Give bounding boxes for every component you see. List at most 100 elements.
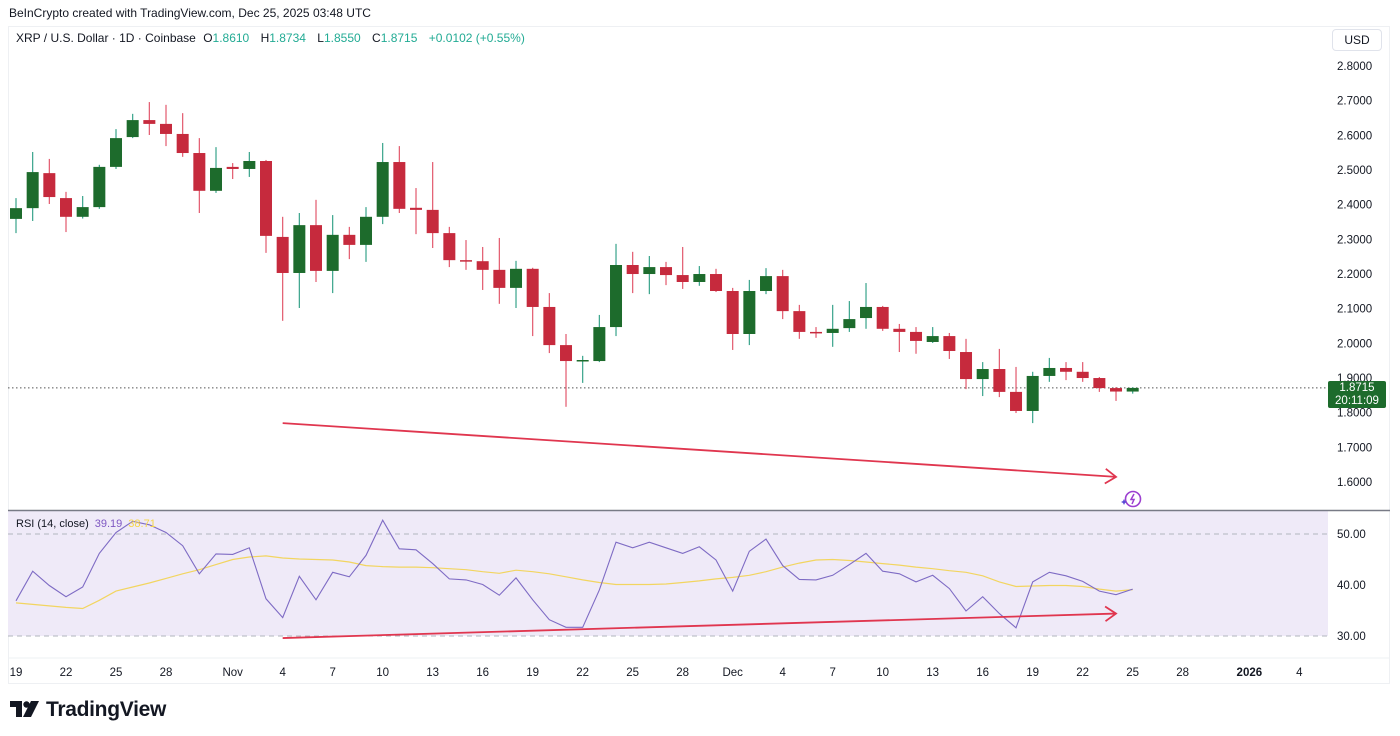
time-axis-label: 28 [676,667,689,679]
candle [1060,362,1073,381]
candle-body [926,336,939,342]
rsi-axis-label: 50.00 [1337,529,1366,541]
candle-body [1010,391,1023,411]
candle [743,279,756,346]
rsi-ma-line [15,555,1133,610]
time-axis-label: 16 [976,667,989,679]
candle [893,323,906,353]
candle [1126,387,1139,394]
candle [226,163,239,180]
candle [726,287,739,350]
candle-body [576,360,589,362]
candle [160,104,173,147]
candle [776,269,789,320]
last-price-value: 1.8715 [1339,382,1375,394]
candle [960,338,973,390]
price-axis-label: 1.7000 [1337,442,1372,454]
price-axis-label: 2.0000 [1337,338,1372,350]
candle [610,243,623,337]
price-axis-label: 2.6000 [1337,130,1372,142]
candle [210,147,223,193]
candle-body [276,236,289,273]
candle-body [243,160,256,169]
candle [360,207,373,262]
candle [176,113,189,157]
time-axis-label: Dec [722,667,743,679]
time-axis-label: 7 [829,667,835,679]
candle [810,327,823,338]
last-price-tag: 1.8715 20:11:09 [1328,381,1386,408]
candle [593,314,606,363]
candle-body [1093,378,1106,389]
candle-body [443,233,456,261]
candle-body [76,207,89,217]
change-value: +0.0102 (+0.55%) [428,31,525,45]
candle [660,261,673,286]
time-axis-label: 4 [1296,667,1303,679]
candle-body [643,267,656,275]
rsi-axis-label: 40.00 [1337,580,1366,592]
rsi-ma-value: 38.71 [128,518,156,530]
candle-body [493,269,506,288]
candle-body [693,274,706,282]
candle-body [1043,367,1056,376]
candle [60,191,73,233]
rsi-divergence-arrow-shaft [282,612,1117,639]
time-axis-label: 13 [926,667,939,679]
candle-body [93,166,106,208]
time-axis-label: 16 [476,667,489,679]
currency-button[interactable]: USD [1332,29,1382,51]
candle [1093,376,1106,392]
candle [276,216,289,321]
price-axis-label: 2.8000 [1337,61,1372,73]
candle [26,151,39,221]
candle [993,348,1006,398]
candle [476,246,489,290]
price-axis-label: 2.2000 [1337,269,1372,281]
candle [293,213,306,308]
candle-body [560,345,573,362]
lightning-alert-icon[interactable] [1120,488,1142,510]
candle [526,267,539,337]
candle-body [476,261,489,270]
candle-body [326,234,339,271]
candle [576,355,589,383]
time-axis-label: 7 [329,667,335,679]
price-divergence-arrow [282,422,1118,485]
candle [143,102,156,135]
candle-body [760,276,773,292]
chart-credit: BeInCrypto created with TradingView.com,… [9,6,371,20]
high-value: 1.8734 [269,31,306,45]
candle [326,215,339,294]
candle [126,113,139,139]
time-axis-label: 22 [576,667,589,679]
time-axis-label: 25 [1126,667,1139,679]
tradingview-logo[interactable]: TradingView [10,698,166,722]
rsi-divergence-arrow [282,605,1118,639]
close-label: C [372,31,381,45]
candle [1026,371,1039,424]
price-divergence-arrow-head [1104,468,1118,485]
candle [676,246,689,289]
candle [943,332,956,359]
candle-body [376,162,389,217]
candle-body [793,311,806,332]
candle [443,226,456,268]
price-axis-label: 2.7000 [1337,96,1372,108]
time-axis-label: 19 [526,667,539,679]
candle-body [143,120,156,124]
time-axis-label: 19 [10,667,23,679]
symbol-title[interactable]: XRP / U.S. Dollar · 1D · Coinbase [16,31,196,45]
candle-body [460,260,473,262]
time-axis-label: Nov [222,667,243,679]
candle-body [426,209,439,234]
rsi-title[interactable]: RSI (14, close) [16,518,89,530]
candle-body [626,265,639,275]
brand-name: TradingView [46,698,167,721]
candle [926,327,939,344]
candle-body [293,225,306,273]
candle-body [710,274,723,292]
candle-body [593,327,606,362]
candle-body [176,133,189,154]
